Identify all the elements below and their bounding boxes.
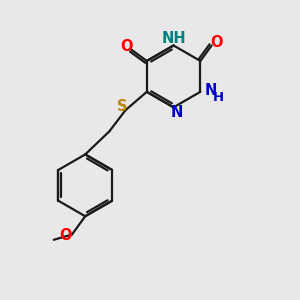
Text: O: O (121, 39, 133, 54)
Text: S: S (117, 99, 127, 114)
Text: N: N (171, 105, 183, 120)
Text: O: O (59, 228, 72, 243)
Text: NH: NH (161, 32, 186, 46)
Text: N: N (204, 83, 217, 98)
Text: O: O (210, 34, 223, 50)
Text: H: H (213, 91, 224, 103)
